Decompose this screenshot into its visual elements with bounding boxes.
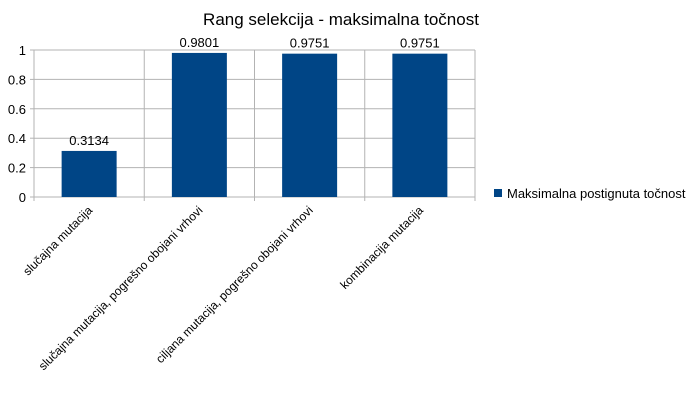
bar — [171, 52, 227, 198]
y-tick-label: 0.4 — [8, 131, 26, 146]
y-tick-label: 0.6 — [8, 102, 26, 117]
y-tick-label: 0 — [19, 190, 26, 205]
category-label: kombinacija mutacija — [337, 203, 426, 292]
bars — [61, 52, 448, 198]
data-label: 0.9751 — [290, 36, 330, 51]
bar — [61, 150, 117, 197]
data-labels: 0.3134 0.9801 0.9751 0.9751 — [69, 35, 440, 148]
data-label: 0.9751 — [400, 36, 440, 51]
category-label: slučajna mutacija — [20, 203, 95, 278]
bar — [282, 53, 338, 197]
data-label: 0.9801 — [179, 35, 219, 50]
bar — [392, 53, 448, 197]
data-label: 0.3134 — [69, 133, 109, 148]
legend-label: Maksimalna postignuta točnost — [507, 186, 686, 201]
y-tick-label: 0.8 — [8, 72, 26, 87]
y-tick-label: 0.2 — [8, 161, 26, 176]
chart-title: Rang selekcija - maksimalna točnost — [203, 10, 479, 29]
legend-swatch — [494, 189, 502, 197]
legend: Maksimalna postignuta točnost — [494, 186, 686, 201]
y-tick-label: 1 — [19, 43, 26, 58]
